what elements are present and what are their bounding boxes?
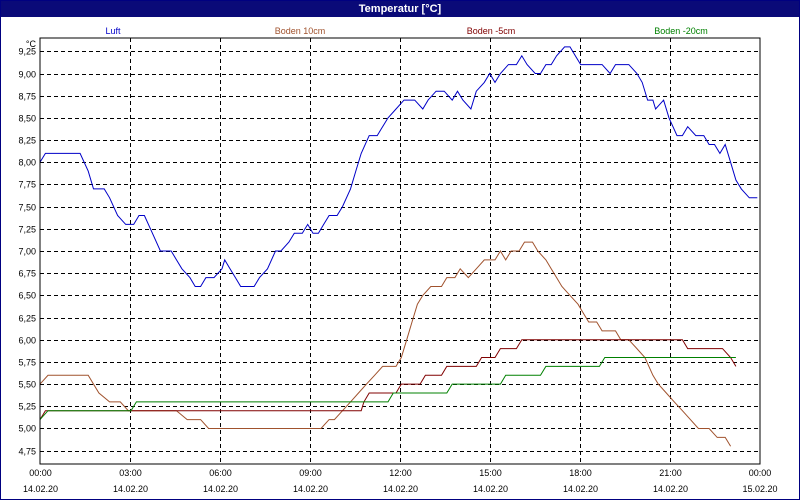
series-line-boden-10cm: [39, 241, 732, 447]
legend-entry: Boden -20cm: [654, 26, 708, 36]
y-tick-label: 7,25: [18, 225, 36, 235]
x-tick-time: 03:00: [119, 468, 142, 478]
series-line-luft: [39, 46, 758, 287]
x-tick-date: 14.02.20: [473, 484, 508, 494]
y-tick-label: 8,50: [18, 114, 36, 124]
x-tick-date: 14.02.20: [203, 484, 238, 494]
y-tick-label: 5,25: [18, 402, 36, 412]
y-tick-label: 8,75: [18, 92, 36, 102]
legend-entry: Boden -5cm: [467, 26, 516, 36]
series-line-boden-20cm: [39, 357, 736, 420]
y-tick-label: 7,75: [18, 180, 36, 190]
y-tick-label: 9,00: [18, 70, 36, 80]
y-tick-label: 7,00: [18, 247, 36, 257]
x-tick-date: 14.02.20: [383, 484, 418, 494]
y-tick-label: 6,50: [18, 291, 36, 301]
y-tick-label: 5,75: [18, 358, 36, 368]
legend-entry: Luft: [105, 26, 121, 36]
legend-layer: Luft Boden 10cm Boden -5cm Boden -20cm: [105, 26, 707, 36]
y-tick-label: 6,75: [18, 269, 36, 279]
legend-entry: Boden 10cm: [275, 26, 326, 36]
chart-title: Temperatur [°C]: [1, 1, 799, 17]
x-tick-time: 09:00: [299, 468, 322, 478]
x-tick-time: 00:00: [29, 468, 52, 478]
x-tick-date: 15.02.20: [742, 484, 777, 494]
x-tick-date: 14.02.20: [23, 484, 58, 494]
y-tick-label: 6,25: [18, 314, 36, 324]
x-tick-date: 14.02.20: [113, 484, 148, 494]
series-line-boden-5cm: [39, 339, 737, 420]
series-layer: [39, 46, 758, 447]
y-tick-label: 5,00: [18, 424, 36, 434]
y-tick-label: 9,25: [18, 47, 36, 57]
y-tick-label: 6,00: [18, 336, 36, 346]
x-tick-time: 15:00: [479, 468, 502, 478]
x-tick-time: 06:00: [209, 468, 232, 478]
plot-area: [39, 37, 761, 465]
x-tick-date: 14.02.20: [653, 484, 688, 494]
x-tick-date: 14.02.20: [293, 484, 328, 494]
x-tick-time: 00:00: [749, 468, 772, 478]
y-tick-label: 8,00: [18, 158, 36, 168]
x-tick-time: 18:00: [569, 468, 592, 478]
axes-layer: 9,25 9,00 8,75 8,50 8,25 8,00 7,75 7,50 7,25 7,00…: [18, 37, 778, 494]
x-tick-time: 12:00: [389, 468, 412, 478]
y-axis-unit: °C: [26, 39, 37, 49]
y-tick-label: 7,50: [18, 203, 36, 213]
x-tick-date: 14.02.20: [563, 484, 598, 494]
grid-layer: [40, 38, 760, 464]
y-tick-label: 8,25: [18, 136, 36, 146]
y-tick-label: 4,75: [18, 447, 36, 457]
y-tick-label: 5,50: [18, 380, 36, 390]
x-tick-time: 21:00: [659, 468, 682, 478]
